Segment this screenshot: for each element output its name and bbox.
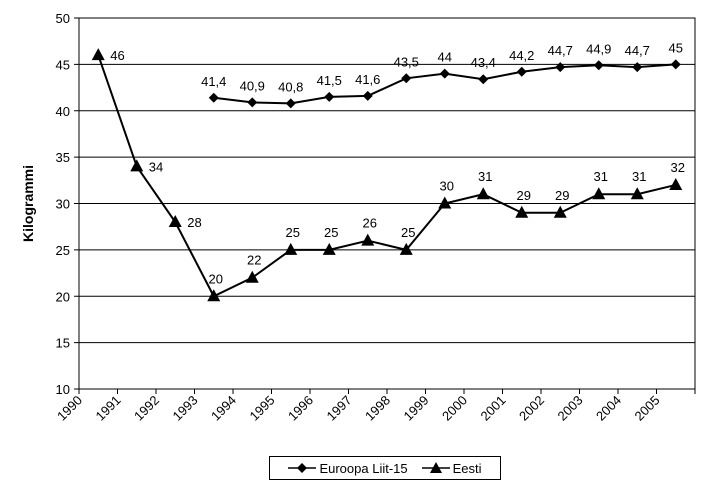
data-label-eu15: 41,4 [201, 74, 226, 89]
y-tick-label: 50 [56, 11, 70, 26]
data-point-eu15 [516, 66, 527, 77]
x-tick-label: 1990 [54, 393, 85, 424]
data-point-eu15 [362, 90, 373, 101]
x-tick-label: 1998 [362, 393, 393, 424]
x-tick-label: 2003 [555, 393, 586, 424]
data-point-eu15 [478, 74, 489, 85]
x-tick-label: 1999 [401, 393, 432, 424]
data-label-eesti: 28 [187, 215, 201, 230]
x-tick-label: 1995 [247, 393, 278, 424]
data-label-eu15: 44 [438, 50, 452, 65]
data-label-eesti: 32 [671, 160, 685, 175]
x-tick-label: 2001 [478, 393, 509, 424]
data-point-eu15 [555, 62, 566, 73]
legend: Euroopa Liit-15 Eesti [269, 456, 501, 480]
x-tick-label: 2002 [516, 393, 547, 424]
data-point-eu15 [208, 92, 219, 103]
data-point-eu15 [285, 98, 296, 109]
data-label-eu15: 41,6 [355, 72, 380, 87]
x-tick-label: 1991 [93, 393, 124, 424]
legend-item-eesti: Eesti [421, 460, 482, 476]
y-tick-label: 30 [56, 197, 70, 212]
data-label-eesti: 25 [286, 225, 300, 240]
data-label-eesti: 25 [401, 225, 415, 240]
x-tick-label: 2005 [632, 393, 663, 424]
y-tick-label: 15 [56, 336, 70, 351]
data-point-eu15 [401, 73, 412, 84]
legend-item-eu15: Euroopa Liit-15 [288, 460, 408, 476]
data-label-eu15: 45 [669, 40, 683, 55]
data-label-eesti: 31 [478, 169, 492, 184]
data-point-eu15 [632, 62, 643, 73]
data-label-eesti: 26 [363, 216, 377, 231]
data-label-eu15: 44,2 [509, 48, 534, 63]
data-label-eesti: 20 [209, 271, 223, 286]
triangle-marker-icon [421, 462, 450, 473]
series-line-eesti [97, 54, 676, 298]
data-label-eu15: 44,7 [625, 43, 650, 58]
x-tick-label: 1997 [324, 393, 355, 424]
data-label-eu15: 44,9 [586, 41, 611, 56]
data-label-eesti: 29 [517, 188, 531, 203]
data-point-eu15 [593, 60, 604, 71]
data-point-eesti [168, 215, 182, 228]
data-label-eesti: 30 [440, 179, 454, 194]
data-point-eesti [91, 48, 105, 61]
data-point-eesti [669, 177, 683, 190]
data-label-eu15: 41,5 [317, 73, 342, 88]
data-label-eu15: 40,9 [240, 78, 265, 93]
x-tick-label: 1996 [285, 393, 316, 424]
data-point-eesti [630, 187, 644, 200]
data-point-eu15 [324, 91, 335, 102]
data-point-eesti [284, 242, 298, 255]
y-tick-label: 25 [56, 243, 70, 258]
x-tick-label: 2000 [439, 393, 470, 424]
y-tick-label: 20 [56, 289, 70, 304]
y-tick-label: 10 [56, 382, 70, 397]
data-point-eu15 [247, 97, 258, 108]
data-point-eesti [438, 196, 452, 209]
data-point-eesti [207, 289, 221, 302]
data-label-eesti: 34 [149, 159, 163, 174]
data-point-eesti [476, 187, 490, 200]
data-point-eesti [515, 205, 529, 218]
data-point-eu15 [439, 68, 450, 79]
data-point-eesti [130, 159, 144, 172]
data-label-eu15: 44,7 [548, 43, 573, 58]
y-tick-label: 40 [56, 104, 70, 119]
y-tick-label: 45 [56, 57, 70, 72]
diamond-marker-icon [288, 463, 317, 473]
data-point-eesti [592, 187, 606, 200]
x-tick-label: 1993 [170, 393, 201, 424]
data-point-eesti [322, 242, 336, 255]
data-point-eesti [399, 242, 413, 255]
data-label-eu15: 40,8 [278, 79, 303, 94]
data-point-eu15 [670, 59, 681, 70]
x-tick-label: 1992 [131, 393, 162, 424]
x-tick-label: 1994 [208, 393, 239, 424]
data-label-eu15: 43,4 [471, 55, 496, 70]
legend-label-eesti: Eesti [452, 460, 482, 476]
data-label-eesti: 31 [632, 169, 646, 184]
x-tick-label: 2004 [593, 393, 624, 424]
data-label-eu15: 43,5 [394, 54, 419, 69]
data-label-eesti: 22 [247, 253, 261, 268]
y-axis-title: Kilogrammi [20, 165, 36, 242]
y-tick-label: 35 [56, 150, 70, 165]
data-label-eesti: 46 [110, 48, 124, 63]
data-label-eesti: 31 [594, 169, 608, 184]
data-point-eesti [553, 205, 567, 218]
data-label-eesti: 29 [555, 188, 569, 203]
legend-label-eu15: Euroopa Liit-15 [319, 460, 408, 476]
data-point-eesti [361, 233, 375, 246]
data-point-eesti [245, 270, 259, 283]
data-label-eesti: 25 [324, 225, 338, 240]
